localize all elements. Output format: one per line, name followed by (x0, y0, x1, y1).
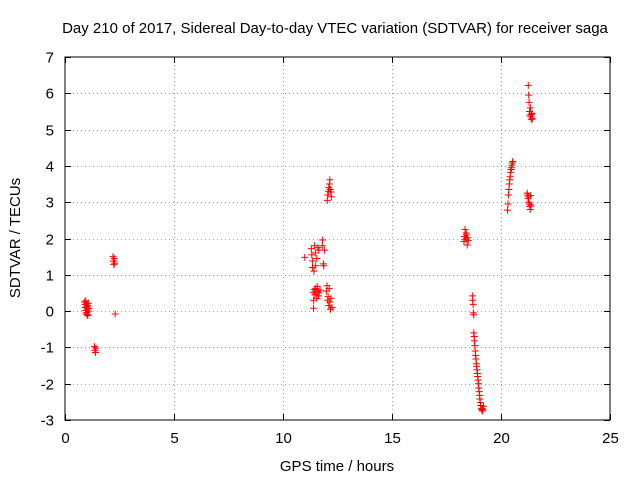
data-point-marker (524, 81, 532, 89)
data-point-marker (525, 98, 533, 106)
x-tick-label: 25 (602, 430, 619, 447)
data-point-marker (328, 303, 336, 311)
data-point-marker (324, 191, 332, 199)
data-point-marker (315, 289, 323, 297)
axis-tick-labels: 0 5 10 15 20 25 -3 -2 -1 0 1 2 3 4 5 6 7 (41, 50, 619, 448)
data-point-marker (310, 304, 318, 312)
data-point-marker (326, 176, 334, 184)
data-point-marker (307, 245, 315, 253)
data-point-marker (325, 184, 333, 192)
y-tick-label: 1 (46, 268, 54, 285)
chart-title: Day 210 of 2017, Sidereal Day-to-day VTE… (62, 20, 608, 37)
data-point-marker (526, 205, 534, 213)
data-point-marker (309, 257, 317, 265)
data-point-marker (316, 286, 324, 294)
data-point-marker (301, 253, 309, 261)
data-point-marker (504, 206, 512, 214)
data-point-marker (311, 291, 319, 299)
y-tick-label: 2 (46, 232, 54, 249)
data-point-marker (528, 115, 536, 123)
data-point-marker (477, 401, 485, 409)
x-tick-label: 0 (61, 430, 69, 447)
data-point-marker (319, 236, 327, 244)
y-tick-label: 6 (46, 86, 54, 103)
x-tick-label: 15 (384, 430, 401, 447)
data-point-marker (478, 406, 486, 414)
data-point-marker (311, 242, 319, 250)
data-point-marker (84, 311, 92, 319)
data-point-marker (111, 259, 119, 267)
data-point-marker (312, 262, 320, 270)
data-point-marker (308, 264, 316, 272)
y-tick-label: 7 (46, 50, 54, 67)
data-point-marker (310, 296, 318, 304)
data-point-marker (310, 267, 318, 275)
data-point-marker (313, 254, 321, 262)
data-point-marker (461, 225, 469, 233)
data-point-marker (480, 402, 488, 410)
data-point-marker (326, 298, 334, 306)
data-point-marker (308, 251, 316, 259)
data-point-marker (327, 193, 335, 201)
y-tick-label: 5 (46, 123, 54, 140)
data-point-marker (320, 262, 328, 270)
data-point-marker (526, 104, 534, 112)
data-point-marker (327, 305, 335, 313)
y-tick-label: -2 (41, 377, 54, 394)
data-point-marker (469, 301, 477, 309)
data-point-marker (464, 236, 472, 244)
data-point-marker (463, 241, 471, 249)
data-point-marker (324, 293, 332, 301)
data-point-marker (504, 200, 512, 208)
y-tick-label: 3 (46, 195, 54, 212)
plot-area-frame (64, 56, 611, 421)
data-point-marker (311, 249, 319, 257)
grid-lines (65, 57, 610, 420)
data-point-marker (327, 294, 335, 302)
data-point-marker (463, 231, 471, 239)
data-point-marker (527, 192, 535, 200)
data-point-marker (470, 311, 478, 319)
y-tick-label: -1 (41, 340, 54, 357)
y-tick-label: -3 (41, 413, 54, 430)
x-tick-label: 5 (170, 430, 178, 447)
data-point-marker (110, 261, 118, 269)
x-tick-label: 10 (275, 430, 292, 447)
data-point-marker (527, 201, 535, 209)
data-points (81, 81, 536, 415)
data-point-marker (310, 285, 318, 293)
data-point-marker (509, 158, 517, 166)
data-point-marker (85, 304, 93, 312)
data-point-marker (313, 282, 321, 290)
y-axis-label: SDTVAR / TECUs (7, 178, 24, 298)
data-point-marker (84, 299, 92, 307)
y-tick-label: 4 (46, 159, 54, 176)
data-point-marker (325, 302, 333, 310)
data-point-marker (111, 310, 119, 318)
x-tick-label: 20 (493, 430, 510, 447)
data-point-marker (320, 246, 328, 254)
data-point-marker (525, 91, 533, 99)
data-point-marker (479, 405, 487, 413)
y-tick-label: 0 (46, 304, 54, 321)
data-point-marker (325, 285, 333, 293)
data-point-marker (92, 344, 100, 352)
x-axis-label: GPS time / hours (280, 458, 394, 475)
